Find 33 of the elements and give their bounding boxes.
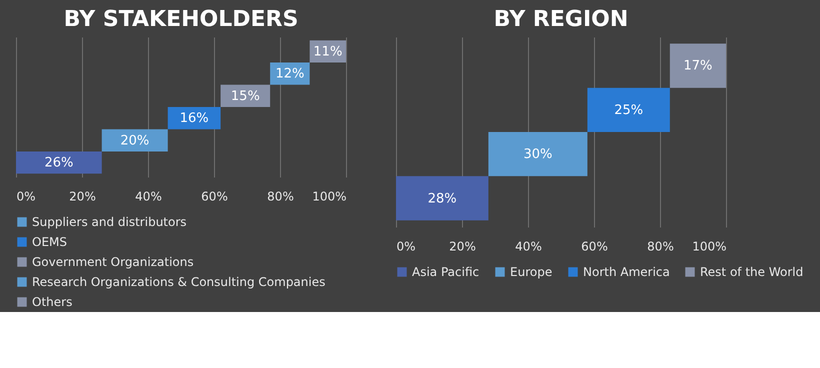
x-tick-label: 100% xyxy=(312,190,346,204)
x-tick-label: 80% xyxy=(647,240,674,254)
chart-title: BY REGION xyxy=(494,7,628,32)
data-label: 17% xyxy=(683,58,712,74)
x-tick-label: 20% xyxy=(449,240,476,254)
legend-label: Asia Pacific xyxy=(412,265,480,279)
legend-label: Suppliers and distributors xyxy=(32,215,187,229)
x-tick-label: 20% xyxy=(69,190,96,204)
data-label: 12% xyxy=(275,66,304,82)
x-tick-label: 100% xyxy=(692,240,726,254)
legend-label: Europe xyxy=(510,265,552,279)
legend-label: Research Organizations & Consulting Companies xyxy=(32,275,326,289)
data-label: 20% xyxy=(120,133,150,148)
legend-label: Government Organizations xyxy=(32,255,194,269)
x-tick-label: 0% xyxy=(396,240,416,254)
data-label: 25% xyxy=(614,102,644,118)
data-label: 26% xyxy=(44,156,74,171)
x-tick-label: 60% xyxy=(201,190,228,204)
legend-label: North America xyxy=(583,265,670,279)
data-label: 16% xyxy=(180,111,209,126)
x-tick-label: 0% xyxy=(16,190,36,204)
chart-title: BY STAKEHOLDERS xyxy=(64,7,298,32)
legend-label: OEMS xyxy=(32,235,67,249)
x-tick-label: 60% xyxy=(581,240,608,254)
data-label: 30% xyxy=(523,147,552,162)
legend-label: Others xyxy=(32,295,72,309)
x-tick-label: 80% xyxy=(267,190,294,204)
x-tick-label: 40% xyxy=(515,240,542,254)
data-label: 15% xyxy=(230,88,260,104)
x-tick-label: 40% xyxy=(135,190,162,204)
data-label: 11% xyxy=(313,44,342,60)
legend-label: Rest of the World xyxy=(700,265,804,279)
data-label: 28% xyxy=(428,191,457,206)
